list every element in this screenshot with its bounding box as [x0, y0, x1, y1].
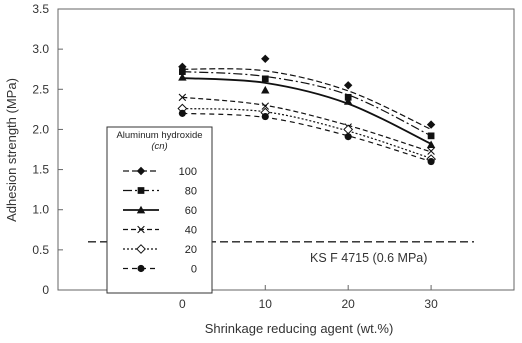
x-tick-label: 0: [179, 297, 186, 311]
y-axis-title: Adhesion strength (MPa): [4, 78, 19, 222]
legend-label: 80: [185, 186, 197, 198]
series-line: [182, 77, 432, 145]
data-point: [427, 157, 435, 166]
series-line: [182, 107, 432, 159]
y-tick-label: 1.0: [32, 203, 49, 217]
data-point: [427, 147, 435, 155]
x-tick-label: 20: [342, 297, 356, 311]
data-point: [343, 97, 353, 105]
data-point: [343, 81, 353, 90]
data-point: [427, 132, 435, 140]
series-20: [177, 103, 436, 165]
y-tick-label: 2.0: [32, 122, 49, 136]
legend-entry-0: 0: [123, 264, 197, 276]
data-point: [261, 113, 269, 121]
series-line: [182, 112, 432, 163]
x-tick-label: 30: [424, 297, 438, 311]
y-tick-label: 3.0: [32, 42, 49, 56]
legend-label: 100: [179, 166, 197, 178]
legend-marker: [136, 244, 146, 254]
series-line: [182, 96, 432, 153]
data-point: [426, 140, 436, 149]
legend: Aluminum hydroxide(cn) 100 80 60 40 20 0: [106, 126, 213, 294]
data-point: [261, 75, 269, 83]
legend-entry-100: 100: [123, 166, 197, 178]
data-point: [426, 120, 436, 129]
data-point: [261, 54, 270, 63]
series-line: [182, 68, 432, 130]
legend-marker: [136, 166, 146, 176]
data-point: [178, 73, 187, 81]
series-group: [177, 54, 436, 166]
y-tick-label: 0.5: [32, 243, 49, 257]
legend-entry-80: 80: [123, 186, 197, 198]
legend-label: 0: [191, 264, 197, 276]
legend-entry-20: 20: [123, 244, 197, 256]
legend-marker: [137, 225, 145, 234]
legend-label: 40: [185, 225, 197, 237]
legend-marker: [137, 187, 145, 194]
y-axis-ticks: 0 0.5 1.0 1.5 2.0 2.5 3.0 3.5: [32, 2, 63, 297]
x-tick-label: 10: [259, 297, 273, 311]
legend-title-unit: (cn): [151, 141, 167, 152]
legend-entry-40: 40: [123, 225, 197, 237]
y-tick-label: 0: [42, 283, 49, 297]
series-line: [182, 71, 432, 137]
legend-label: 60: [185, 205, 197, 217]
legend-title: Aluminum hydroxide: [116, 130, 202, 141]
legend-marker: [137, 264, 145, 273]
data-point: [178, 109, 186, 117]
series-60: [178, 73, 436, 149]
data-point: [344, 133, 352, 141]
legend-marker: [136, 205, 146, 214]
legend-entry-60: 60: [123, 205, 197, 217]
data-point: [261, 102, 270, 110]
data-point: [261, 85, 270, 94]
data-point: [179, 68, 186, 75]
data-point: [178, 93, 187, 102]
series-0: [178, 109, 435, 166]
series-40: [178, 93, 435, 155]
legend-label: 20: [185, 244, 197, 256]
reference-label: KS F 4715 (0.6 MPa): [310, 251, 427, 265]
y-tick-label: 2.5: [32, 82, 49, 96]
y-tick-label: 1.5: [32, 163, 49, 177]
plot-frame: [57, 8, 515, 291]
y-tick-label: 3.5: [32, 2, 49, 16]
x-axis-title: Shrinkage reducing agent (wt.%): [205, 321, 394, 336]
x-axis-ticks: 0 10 20 30: [179, 285, 438, 311]
